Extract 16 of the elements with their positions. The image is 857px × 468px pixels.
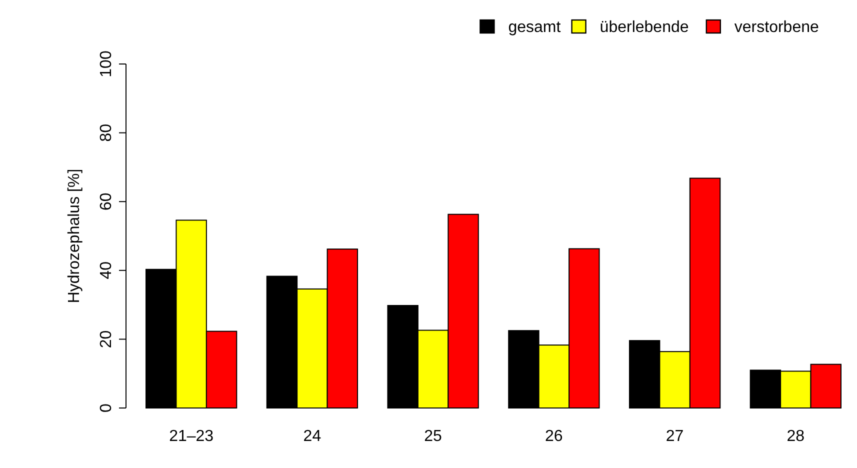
y-tick-label: 0 [98, 403, 115, 412]
legend-label: gesamt [508, 19, 562, 36]
x-tick-label: 28 [786, 428, 805, 445]
y-tick-label: 20 [98, 330, 115, 348]
y-tick-label: 60 [98, 192, 115, 210]
x-tick-label: 24 [303, 428, 322, 445]
y-tick-label: 40 [98, 261, 115, 280]
legend-label: überlebende [600, 19, 689, 36]
x-tick-label: 25 [424, 428, 442, 445]
legend-label: verstorbene [734, 19, 819, 36]
x-tick-label: 27 [666, 428, 684, 445]
x-tick-label: 21–23 [169, 428, 214, 445]
x-tick-label: 26 [545, 428, 563, 445]
y-axis-title: Hydrozephalus [%] [66, 168, 83, 304]
y-tick-label: 80 [98, 124, 115, 142]
y-tick-label: 100 [98, 50, 115, 78]
